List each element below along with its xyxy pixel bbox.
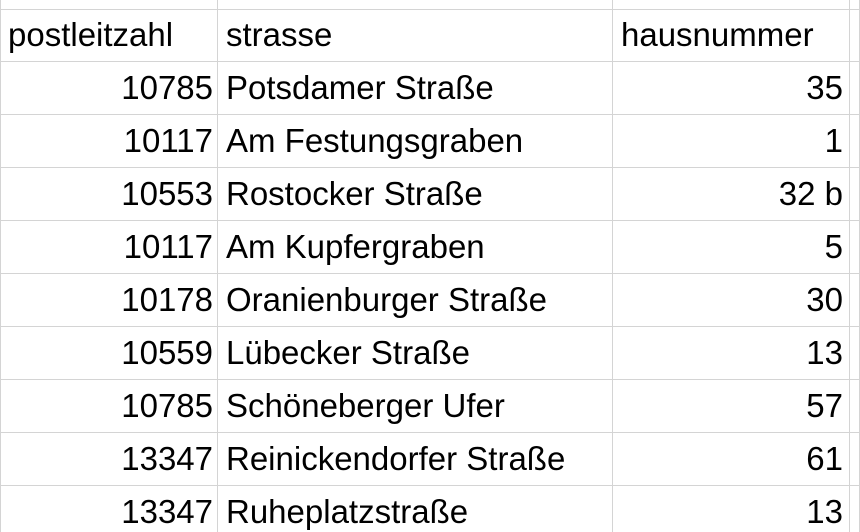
cell-postleitzahl[interactable]: 13347	[0, 433, 218, 485]
table-row: 10178 Oranienburger Straße 30	[0, 274, 860, 327]
table-cell[interactable]	[850, 62, 860, 114]
cell-strasse[interactable]: Potsdamer Straße	[218, 62, 613, 114]
cell-strasse[interactable]: Oranienburger Straße	[218, 274, 613, 326]
table-row: 10117 Am Kupfergraben 5	[0, 221, 860, 274]
table-cell[interactable]	[850, 0, 860, 9]
cell-hausnummer[interactable]: 35	[613, 62, 850, 114]
cell-postleitzahl[interactable]: 10785	[0, 380, 218, 432]
table-row: 10785 Schöneberger Ufer 57	[0, 380, 860, 433]
table-cell[interactable]	[850, 380, 860, 432]
table-cell[interactable]	[850, 433, 860, 485]
table-row: 10117 Am Festungsgraben 1	[0, 115, 860, 168]
column-header-hausnummer[interactable]: hausnummer	[613, 9, 850, 61]
cell-postleitzahl[interactable]: 10117	[0, 221, 218, 273]
table-cell[interactable]	[850, 9, 860, 61]
table-row: 13347 Reinickendorfer Straße 61	[0, 433, 860, 486]
cell-hausnummer[interactable]: 13	[613, 327, 850, 379]
table-cell[interactable]	[850, 221, 860, 273]
table-cell[interactable]	[850, 115, 860, 167]
cell-postleitzahl[interactable]: 10117	[0, 115, 218, 167]
table-row: 10553 Rostocker Straße 32 b	[0, 168, 860, 221]
cell-hausnummer[interactable]: 5	[613, 221, 850, 273]
table-cell[interactable]	[218, 0, 613, 9]
cell-strasse[interactable]: Rostocker Straße	[218, 168, 613, 220]
cell-hausnummer[interactable]: 61	[613, 433, 850, 485]
table-cell[interactable]	[850, 486, 860, 532]
table-row: 13347 Ruheplatzstraße 13	[0, 486, 860, 532]
cell-hausnummer[interactable]: 32 b	[613, 168, 850, 220]
table-cell[interactable]	[850, 168, 860, 220]
cell-postleitzahl[interactable]: 10559	[0, 327, 218, 379]
cell-postleitzahl[interactable]: 10785	[0, 62, 218, 114]
column-header-strasse[interactable]: strasse	[218, 9, 613, 61]
table-cell[interactable]	[0, 0, 218, 9]
column-header-postleitzahl[interactable]: postleitzahl	[0, 9, 218, 61]
cell-strasse[interactable]: Reinickendorfer Straße	[218, 433, 613, 485]
grid-left-border	[0, 0, 1, 532]
cell-hausnummer[interactable]: 30	[613, 274, 850, 326]
cell-hausnummer[interactable]: 1	[613, 115, 850, 167]
cell-postleitzahl[interactable]: 10178	[0, 274, 218, 326]
table-cell[interactable]	[850, 274, 860, 326]
cell-strasse[interactable]: Lübecker Straße	[218, 327, 613, 379]
cell-postleitzahl[interactable]: 10553	[0, 168, 218, 220]
cell-hausnummer[interactable]: 57	[613, 380, 850, 432]
cell-strasse[interactable]: Ruheplatzstraße	[218, 486, 613, 532]
table-row: 10785 Potsdamer Straße 35	[0, 62, 860, 115]
cell-postleitzahl[interactable]: 13347	[0, 486, 218, 532]
header-row: postleitzahl strasse hausnummer	[0, 9, 860, 62]
table-cell[interactable]	[613, 0, 850, 9]
cell-strasse[interactable]: Am Festungsgraben	[218, 115, 613, 167]
cell-hausnummer[interactable]: 13	[613, 486, 850, 532]
table-row: 10559 Lübecker Straße 13	[0, 327, 860, 380]
cell-strasse[interactable]: Schöneberger Ufer	[218, 380, 613, 432]
table-cell[interactable]	[850, 327, 860, 379]
cell-strasse[interactable]: Am Kupfergraben	[218, 221, 613, 273]
